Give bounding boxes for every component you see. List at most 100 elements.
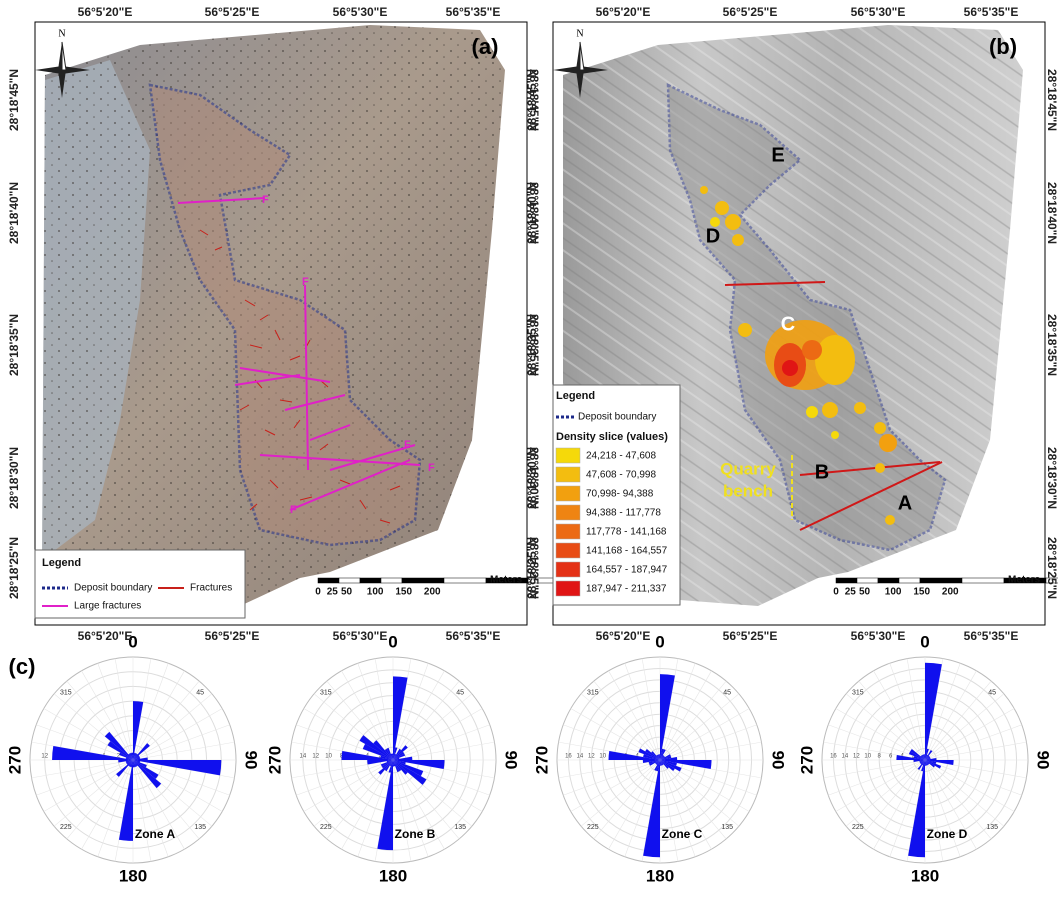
direction-label: 135	[454, 824, 466, 831]
rose-title: Zone D	[927, 827, 968, 841]
direction-label: 225	[320, 824, 332, 831]
scale-segment	[920, 578, 962, 583]
legend-item: 70,998- 94,388	[586, 489, 654, 500]
quarry-label: bench	[723, 481, 773, 500]
direction-label: 135	[721, 824, 733, 831]
lon-tick-label: 56°5'30"E	[851, 629, 906, 643]
lat-tick-label: 28°18'25"N	[525, 537, 539, 599]
rose-diagrams: 2468101204590135180225270315Zone A246810…	[5, 632, 1052, 885]
scale-label: 50	[859, 587, 871, 598]
lon-tick-label: 56°5'20"E	[596, 5, 651, 19]
scale-label: 100	[885, 587, 902, 598]
lat-tick-label: 28°18'35"N	[525, 314, 539, 376]
legend-swatch	[556, 448, 580, 463]
panel-label: (b)	[989, 34, 1017, 59]
scale-segment	[339, 578, 360, 583]
direction-label: 0	[655, 632, 664, 651]
panel-label: (a)	[472, 34, 499, 59]
direction-label: 90	[769, 751, 788, 770]
scale-segment	[857, 578, 878, 583]
lon-tick-label: 56°5'30"E	[333, 5, 388, 19]
lon-tick-label: 56°5'25"E	[723, 629, 778, 643]
legend-item: 117,778 - 141,168	[586, 527, 667, 538]
north-label: N	[58, 28, 65, 39]
lat-tick-label: 28°18'35"N	[7, 314, 21, 376]
direction-label: 270	[532, 746, 551, 774]
lon-tick-label: 56°5'25"E	[205, 5, 260, 19]
direction-label: 135	[194, 824, 206, 831]
fracture-label: F	[302, 276, 309, 288]
lon-tick-label: 56°5'25"E	[723, 5, 778, 19]
lat-tick-label: 28°18'25"N	[1045, 537, 1058, 599]
lat-tick-label: 28°18'40"N	[7, 182, 21, 244]
lon-tick-label: 56°5'35"E	[446, 629, 501, 643]
r-tick-label: 12	[312, 754, 319, 760]
lat-tick-label: 28°18'45"N	[525, 69, 539, 131]
lat-tick-label: 28°18'40"N	[525, 182, 539, 244]
figure: N (a) F F F F F Legend Deposit boundary …	[0, 0, 1058, 913]
lon-tick-label: 56°5'30"E	[851, 5, 906, 19]
legend-swatch	[556, 486, 580, 501]
legend-item: 94,388 - 117,778	[586, 508, 661, 519]
scale-unit: Meters	[490, 575, 523, 586]
legend-swatch	[556, 505, 580, 520]
rose-chart: 246810121404590135180225270315Zone B	[265, 632, 520, 885]
lat-tick-label: 28°18'45"N	[7, 69, 21, 131]
panel-label: (c)	[9, 654, 36, 679]
direction-label: 270	[5, 746, 24, 774]
lon-tick-label: 56°5'35"E	[964, 629, 1019, 643]
direction-label: 90	[242, 751, 261, 770]
scale-label: 0	[315, 587, 321, 598]
zone-label: C	[781, 313, 795, 335]
direction-label: 0	[920, 632, 929, 651]
lat-tick-label: 28°18'40"N	[1045, 182, 1058, 244]
legend-swatch	[556, 524, 580, 539]
fracture-label: F	[404, 439, 411, 451]
lon-tick-label: 56°5'20"E	[78, 5, 133, 19]
lon-tick-label: 56°5'20"E	[596, 629, 651, 643]
legend-item: Deposit boundary	[74, 583, 152, 594]
direction-label: 135	[986, 824, 998, 831]
r-tick-label: 14	[300, 754, 307, 760]
direction-label: 180	[646, 866, 674, 885]
rose-title: Zone A	[135, 827, 176, 841]
scale-label: 100	[367, 587, 384, 598]
scale-label: 150	[913, 587, 930, 598]
fracture-label: F	[428, 462, 435, 474]
scale-unit: Meters	[1008, 575, 1041, 586]
scale-label: 25	[845, 587, 857, 598]
lon-tick-label: 56°5'35"E	[964, 5, 1019, 19]
direction-label: 45	[456, 690, 464, 697]
direction-label: 0	[388, 632, 397, 651]
scale-label: 25	[327, 587, 339, 598]
legend: Legend Deposit boundary Fractures Large …	[35, 550, 245, 618]
map-b: N (b) E D C B A Quarry bench Legend Depo…	[553, 22, 1058, 625]
legend-item: 187,947 - 211,337	[586, 584, 667, 595]
lat-tick-label: 28°18'45"N	[1045, 69, 1058, 131]
rose-chart: 24681012141604590135180225270315Zone D	[797, 632, 1052, 885]
legend-swatch	[556, 581, 580, 596]
direction-label: 225	[852, 824, 864, 831]
map-a: N (a) F F F F F Legend Deposit boundary …	[35, 22, 570, 625]
scale-segment	[318, 578, 339, 583]
scale-segment	[444, 578, 486, 583]
direction-label: 45	[988, 690, 996, 697]
zone-label: D	[706, 225, 720, 247]
direction-label: 180	[911, 866, 939, 885]
fracture-label: F	[262, 194, 269, 206]
legend-title: Legend	[42, 557, 81, 569]
direction-label: 315	[852, 690, 864, 697]
legend-title: Legend	[556, 390, 595, 402]
direction-label: 270	[265, 746, 284, 774]
r-tick-label: 16	[830, 754, 837, 760]
scale-label: 50	[341, 587, 353, 598]
r-tick-label: 12	[41, 754, 48, 760]
direction-label: 180	[379, 866, 407, 885]
scale-segment	[962, 578, 1004, 583]
r-tick-label: 10	[599, 754, 606, 760]
scale-segment	[402, 578, 444, 583]
r-tick-label: 16	[565, 754, 572, 760]
legend-swatch	[556, 467, 580, 482]
lon-tick-label: 56°5'30"E	[333, 629, 388, 643]
legend-subtitle: Density slice (values)	[556, 431, 668, 443]
